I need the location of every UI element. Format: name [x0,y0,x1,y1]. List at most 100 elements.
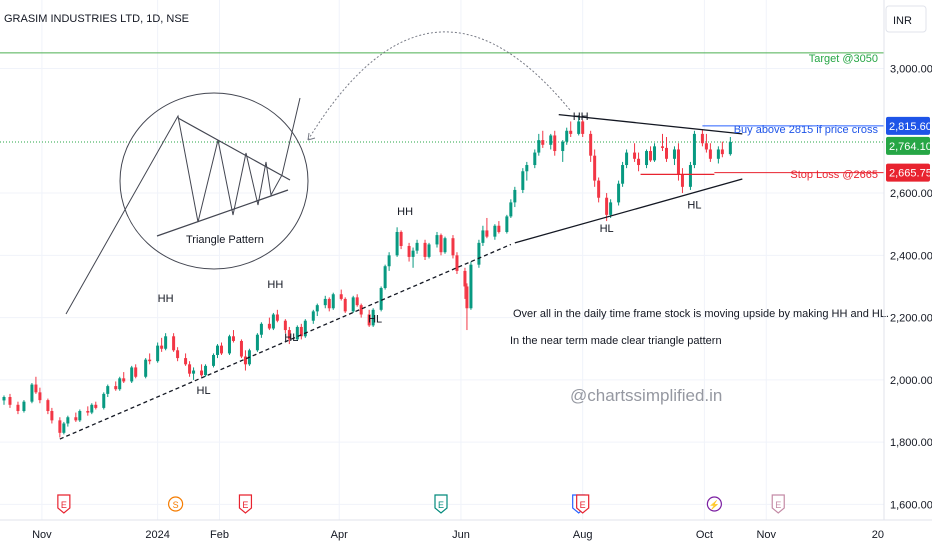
candle-body [130,367,134,382]
candle-body [465,286,469,309]
x-tick-label: Nov [756,529,776,541]
price-levels [0,52,884,174]
price-badge [886,136,930,155]
candle-body [593,155,597,181]
candle-body [649,151,653,161]
price-scale[interactable]: INR 3,000.00 2,600.00 2,400.00 2,200.00 2,00… [883,0,932,520]
candle-body [549,135,553,145]
candle-body [451,238,455,256]
candle-body [259,323,263,335]
candle-body [148,359,152,362]
swing-label: HL [600,223,614,235]
candle-body [243,356,247,365]
candle-body [688,165,692,187]
event-marker[interactable]: E [238,494,253,514]
candle-body [621,165,625,184]
candle-body [8,397,12,405]
candle-body [62,423,66,433]
swing-label: HH [573,111,589,123]
candle-body [521,171,525,190]
swing-labels: HH HL HH HL HL HH HH HL HL [158,111,702,397]
candle-body [415,242,419,251]
candle-body [327,298,331,309]
event-letter: ⚡ [709,499,720,511]
event-marker[interactable]: E [771,494,785,514]
candle-body [565,130,569,142]
candle-body [537,140,541,153]
candle-body [359,305,363,315]
swing-label: HL [284,332,298,344]
trendlines [59,113,743,440]
candle-body [239,340,243,357]
swing-label: HH [267,279,283,291]
event-marker[interactable]: ⚡ [706,496,722,512]
trendline-triangle-lower [514,178,743,244]
candle-body [407,245,411,257]
triangle-pattern-sketch: Triangle Pattern [65,31,571,315]
y-tick-label: 1,600.00 [890,499,932,511]
event-letter: E [775,500,781,510]
candle-body [633,152,637,159]
candle-body [439,235,443,253]
candle-body [255,334,259,351]
swing-label: HH [397,206,413,218]
candle-body [16,404,20,412]
x-axis-ticks: Nov 2024 Feb Apr Jun Aug Oct Nov 20 [32,529,884,541]
x-tick-label: 2024 [145,529,169,541]
time-scale[interactable]: Nov 2024 Feb Apr Jun Aug Oct Nov 20 [0,519,932,541]
event-marker[interactable]: S [168,496,184,512]
event-marker[interactable]: E [434,494,448,514]
candle-body [287,330,291,340]
candle-body [267,323,271,329]
candle-body [617,183,621,203]
candle-body [692,133,696,166]
candle-body [212,354,216,366]
candle-body [387,255,391,267]
grid [0,0,885,520]
candle-body [637,158,641,166]
currency-button[interactable] [885,5,927,33]
candle-body [106,386,110,394]
candle-body [672,149,676,159]
price-badge-label: 2,815.60 [889,121,932,133]
event-marker[interactable]: E [576,494,590,514]
y-tick-label: 2,200.00 [890,313,932,325]
candle-body [383,266,387,289]
candle-body [160,345,164,349]
y-axis-ticks: 3,000.00 2,600.00 2,400.00 2,200.00 2,000.00… [890,64,932,512]
candle-body [676,149,680,175]
swing-label: HH [158,293,174,305]
price-badge-label: 2,665.75 [889,168,932,180]
event-marker[interactable]: E [57,494,71,514]
candle-body [46,400,50,412]
pattern-upper-line [177,117,291,181]
candle-body [156,345,160,362]
trendline-support [59,243,512,440]
event-letter: E [61,500,67,510]
candle-body [144,359,148,377]
candle-body [423,242,427,257]
candle-body [34,384,38,393]
candle-body [645,151,649,166]
price-badges: 2,815.60 2,764.10 2,665.75 [886,116,932,182]
candle-body [231,336,235,341]
candle-body [395,231,399,256]
candle-body [315,305,319,312]
event-markers: ESEEDE⚡E [57,494,785,514]
candle-body [427,244,431,257]
candle-body [58,420,62,433]
candle-body [435,235,439,245]
price-badge [886,163,930,182]
candle-body [609,202,613,215]
candle-body [597,180,601,198]
pattern-ellipse [119,92,309,270]
candle-body [303,320,307,337]
candle-body [509,202,513,217]
candle-body [134,367,138,377]
target-label: Target @3050 [809,53,878,65]
currency-label[interactable]: INR [893,15,912,27]
candle-body [184,358,188,365]
candle-body [541,140,545,145]
candle-body [680,174,684,187]
